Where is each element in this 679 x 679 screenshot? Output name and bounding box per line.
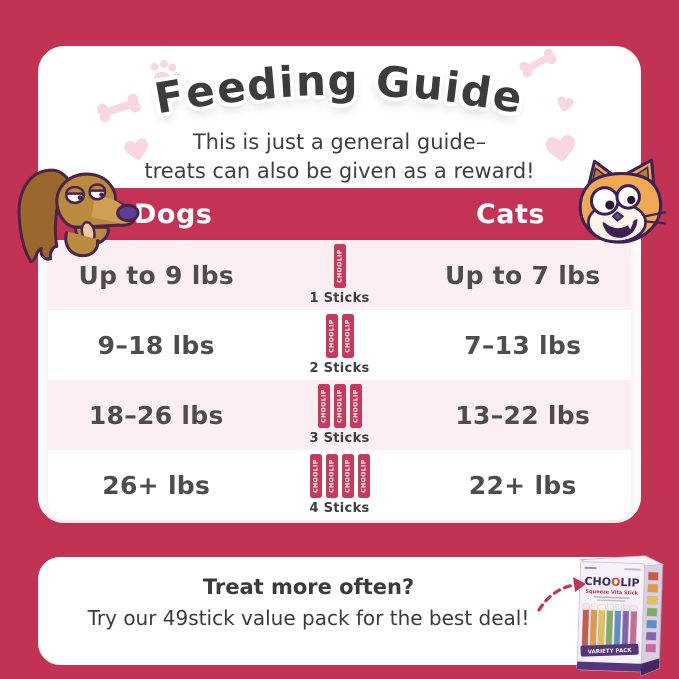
treat-stick: CHOOLIP: [341, 454, 354, 498]
page-subtitle: This is just a general guide– treats can…: [38, 128, 641, 186]
stick-graphic: CHOOLIP CHOOLIP CHOOLIP: [317, 384, 362, 428]
stick-graphic: CHOOLIP: [333, 244, 346, 288]
sticks-cell: CHOOLIP CHOOLIP 2 Sticks: [265, 314, 415, 376]
dog-mascot-illustration: [17, 168, 140, 264]
treat-stick: CHOOLIP: [317, 384, 330, 428]
treat-stick: CHOOLIP: [325, 314, 338, 358]
heart-icon: [124, 138, 148, 161]
dog-weight-cell: 18–26 lbs: [88, 400, 224, 430]
bone-icon: [97, 93, 141, 123]
dog-weight-cell: Up to 9 lbs: [78, 260, 234, 290]
promo-headline: Treat more often?: [202, 575, 415, 599]
treat-stick: CHOOLIP: [357, 454, 370, 498]
dog-weight-cell: 9–18 lbs: [97, 330, 215, 360]
sticks-count-label: 1 Sticks: [309, 291, 370, 306]
treat-stick: CHOOLIP: [309, 454, 322, 498]
box-product-label: Squeeze Vita Stick: [585, 589, 638, 597]
paw-icon: [150, 59, 181, 86]
column-header-dogs: Dogs: [134, 198, 213, 230]
box-variant-label: VARIETY PACK: [588, 648, 633, 656]
table-row: 18–26 lbs CHOOLIP CHOOLIP CHOOLIP 3 Sticks…: [48, 380, 631, 450]
cat-mascot-illustration: [578, 158, 667, 244]
table-row: 26+ lbs CHOOLIP CHOOLIP CHOOLIP CHOOLIP 4 S…: [48, 450, 631, 520]
treat-stick: CHOOLIP: [325, 454, 338, 498]
stick-graphic: CHOOLIP CHOOLIP CHOOLIP CHOOLIP: [309, 454, 370, 498]
promo-card: Treat more often? Try our 49stick value …: [38, 557, 641, 665]
box-brand-label: CHOOLIP: [584, 575, 640, 590]
promo-body: Try our 49stick value pack for the best …: [87, 606, 530, 630]
subtitle-line-1: This is just a general guide–: [192, 130, 487, 154]
treat-stick: CHOOLIP: [333, 244, 346, 288]
cat-weight-cell: 13–22 lbs: [455, 400, 591, 430]
cat-weight-cell: Up to 7 lbs: [445, 260, 601, 290]
table-row: 9–18 lbs CHOOLIP CHOOLIP 2 Sticks 7–13 lb…: [48, 310, 631, 380]
sticks-count-label: 3 Sticks: [309, 431, 370, 446]
product-box-image: CHOOLIP Squeeze Vita Stick VARIETY PACK: [576, 555, 665, 677]
feeding-table: Up to 9 lbs CHOOLIP 1 Sticks Up to 7 lbs…: [48, 240, 631, 520]
treat-stick: CHOOLIP: [333, 384, 346, 428]
cat-weight-cell: 7–13 lbs: [464, 330, 582, 360]
sticks-count-label: 2 Sticks: [309, 361, 370, 376]
cat-weight-cell: 22+ lbs: [468, 470, 577, 500]
sticks-cell: CHOOLIP 1 Sticks: [265, 244, 415, 306]
treat-stick: CHOOLIP: [349, 384, 362, 428]
heart-icon: [557, 96, 574, 112]
promo-text: Treat more often? Try our 49stick value …: [56, 575, 561, 630]
stick-graphic: CHOOLIP CHOOLIP: [325, 314, 354, 358]
dog-weight-cell: 26+ lbs: [102, 470, 211, 500]
sticks-count-label: 4 Sticks: [309, 501, 370, 516]
sticks-cell: CHOOLIP CHOOLIP CHOOLIP CHOOLIP 4 Sticks: [265, 454, 415, 516]
sticks-cell: CHOOLIP CHOOLIP CHOOLIP 3 Sticks: [265, 384, 415, 446]
heart-icon: [545, 135, 575, 163]
guide-card: Feeding Guide This is just a general gui…: [38, 46, 641, 523]
arrow-icon: [537, 577, 586, 612]
table-row: Up to 9 lbs CHOOLIP 1 Sticks Up to 7 lbs: [48, 240, 631, 310]
column-header-cats: Cats: [475, 198, 545, 230]
bone-icon: [519, 48, 557, 78]
table-header-row: Dogs Cats: [48, 188, 631, 240]
subtitle-line-2: treats can also be given as a reward!: [144, 159, 535, 183]
page-title: Feeding Guide: [151, 55, 528, 124]
treat-stick: CHOOLIP: [341, 314, 354, 358]
